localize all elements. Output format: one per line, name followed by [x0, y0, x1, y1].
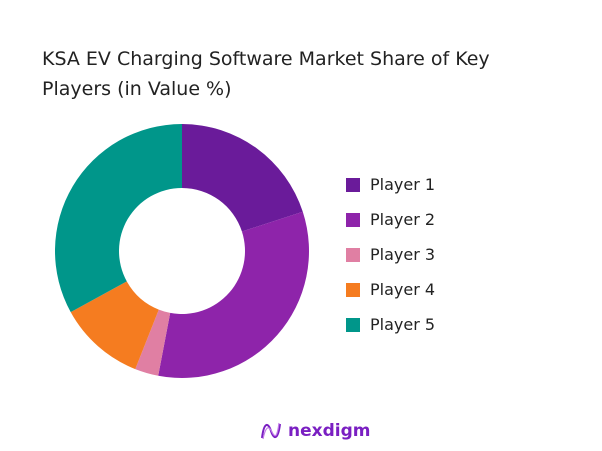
slice-player-2	[158, 211, 309, 378]
legend-label: Player 5	[370, 315, 436, 334]
nexdigm-logo-icon	[261, 422, 281, 440]
legend-label: Player 3	[370, 245, 436, 264]
slice-player-3	[135, 309, 171, 376]
legend-label: Player 4	[370, 280, 436, 299]
legend-item: Player 1	[346, 175, 435, 194]
legend-item: Player 4	[346, 280, 435, 299]
slice-player-1	[182, 124, 303, 232]
legend-item: Player 2	[346, 210, 435, 229]
logo-text: nexdigm	[288, 421, 371, 441]
legend-swatch	[346, 177, 360, 192]
legend-swatch	[346, 247, 360, 262]
chart-title: KSA EV Charging Software Market Share of…	[42, 48, 490, 100]
legend-label: Player 1	[370, 175, 436, 194]
legend-label: Player 2	[370, 210, 436, 229]
legend-item: Player 3	[346, 245, 435, 264]
legend-item: Player 5	[346, 315, 435, 334]
slice-player-4	[70, 281, 159, 370]
slice-player-5	[55, 124, 182, 313]
legend-swatch	[346, 282, 360, 297]
legend-swatch	[346, 212, 360, 227]
nexdigm-logo: nexdigm	[260, 420, 370, 442]
legend-swatch	[346, 317, 360, 332]
